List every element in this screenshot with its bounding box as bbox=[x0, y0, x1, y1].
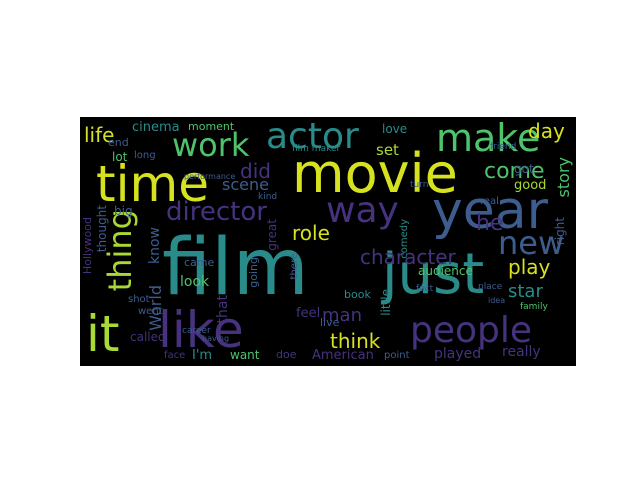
word-year: year bbox=[432, 181, 549, 241]
word-time: time bbox=[96, 155, 209, 213]
word-performance: performance bbox=[184, 172, 236, 181]
word-lot: lot bbox=[112, 150, 128, 164]
word-story: story bbox=[554, 157, 573, 198]
word-want: want bbox=[230, 348, 260, 362]
word-american: American bbox=[312, 348, 374, 363]
word-moment: moment bbox=[188, 120, 235, 133]
word-going: going bbox=[247, 257, 260, 288]
word-cloud-canvas: film movie year time just like it people… bbox=[80, 117, 576, 366]
word-like: like bbox=[158, 301, 244, 359]
word-know: know bbox=[147, 227, 163, 264]
word-fact: fact bbox=[416, 284, 434, 294]
word-star: star bbox=[508, 281, 543, 302]
word-went: went bbox=[138, 306, 163, 317]
word-actor: actor bbox=[266, 117, 359, 157]
word-scene: scene bbox=[222, 175, 269, 194]
word-people: people bbox=[410, 310, 533, 351]
word-love: love bbox=[382, 122, 408, 136]
word-real: real bbox=[480, 196, 499, 207]
word-family: family bbox=[520, 302, 548, 312]
word-way: way bbox=[326, 190, 399, 231]
word-film-maker: film maker bbox=[292, 144, 341, 154]
word-new: new bbox=[498, 224, 565, 262]
word-think: think bbox=[330, 329, 381, 353]
word-career: career bbox=[182, 326, 211, 336]
word-did: did bbox=[240, 159, 271, 183]
word-he: he bbox=[476, 211, 504, 236]
word-just: just bbox=[382, 242, 485, 307]
word-life: life bbox=[84, 123, 115, 147]
word-good: good bbox=[514, 178, 547, 193]
word-work: work bbox=[172, 126, 250, 164]
word-called: called bbox=[130, 330, 166, 344]
word-point: point bbox=[384, 350, 410, 361]
word-doe: doe bbox=[276, 348, 297, 361]
word-long: long bbox=[134, 150, 156, 161]
word-that: that bbox=[215, 295, 231, 324]
word-great: great bbox=[265, 219, 279, 251]
word-turn: turn bbox=[410, 180, 429, 190]
word-day: day bbox=[528, 119, 565, 143]
word-director: director bbox=[166, 197, 267, 227]
word-shot: shot bbox=[128, 294, 150, 305]
word-thought: thought bbox=[95, 205, 109, 253]
word-movie: movie bbox=[292, 142, 458, 205]
word-little: little bbox=[379, 289, 393, 316]
word-friend: friend bbox=[490, 142, 517, 152]
word-big: big bbox=[114, 204, 133, 218]
word-set: set bbox=[376, 141, 399, 159]
word-book: book bbox=[344, 288, 371, 301]
word-play: play bbox=[508, 255, 551, 279]
word-film: film bbox=[162, 223, 309, 313]
word-man: man bbox=[322, 305, 362, 326]
word-idea: idea bbox=[488, 296, 506, 305]
word-right: right bbox=[553, 217, 567, 246]
word-look: look bbox=[180, 274, 210, 290]
word-really: really bbox=[502, 344, 541, 360]
word-make: make bbox=[436, 117, 541, 160]
word-having: having bbox=[202, 334, 230, 343]
word-character: character bbox=[360, 245, 456, 269]
word-come: come bbox=[484, 159, 545, 184]
word-end: end bbox=[108, 136, 129, 149]
word-face: face bbox=[164, 350, 186, 361]
word-it: it bbox=[86, 305, 120, 363]
word-comedy: comedy bbox=[399, 219, 410, 259]
word-kind: kind bbox=[258, 192, 278, 202]
word-played: played bbox=[434, 346, 482, 362]
word-role: role bbox=[292, 221, 330, 245]
word-place: place bbox=[478, 282, 503, 292]
word-came: came bbox=[184, 256, 215, 269]
word-cinema: cinema bbox=[132, 120, 180, 135]
word-live: live bbox=[320, 316, 340, 329]
word-got: got bbox=[514, 162, 534, 176]
word-hollywood: Hollywood bbox=[81, 217, 94, 275]
word-there: there bbox=[289, 253, 300, 280]
word-feel: feel bbox=[296, 306, 321, 321]
word-audience: audience bbox=[418, 264, 473, 278]
word-im: I'm bbox=[192, 348, 213, 363]
